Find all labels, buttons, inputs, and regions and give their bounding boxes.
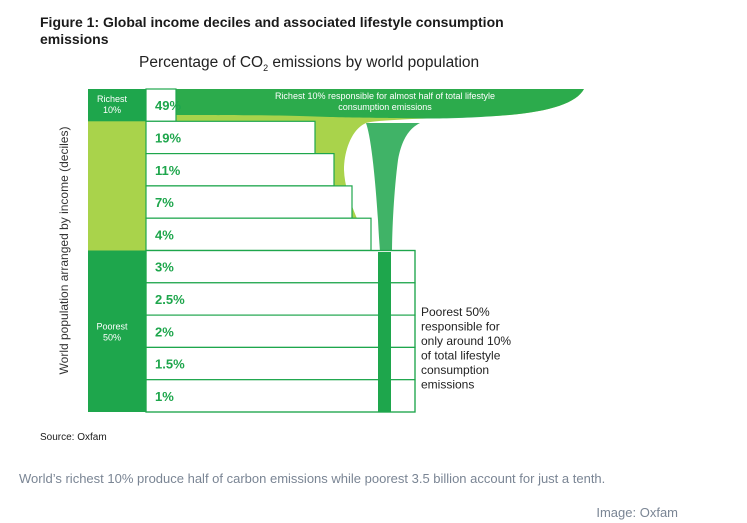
bar-decile-5: [145, 249, 416, 284]
data-label: 3%: [155, 260, 174, 275]
annotation-poorest-line-1: Poorest 50%: [421, 305, 490, 319]
annotation-poorest-line-2: responsible for: [421, 320, 500, 334]
data-label: 1.5%: [155, 357, 185, 372]
image-credit: Image: Oxfam: [596, 505, 678, 520]
richest-10-cell: [88, 89, 146, 122]
chart-title-subscript: 2: [263, 63, 269, 74]
annotation-poorest-line-5: consumption: [421, 363, 489, 377]
chart-source: Source: Oxfam: [40, 432, 107, 443]
chart-title-rest: emissions by world population: [268, 54, 480, 71]
figure-title: Figure 1: Global income deciles and asso…: [40, 14, 504, 47]
group-label-richest-line-1: Richest: [97, 94, 128, 104]
bar-decile-9: [145, 120, 316, 155]
bar-decile-3: [145, 314, 416, 349]
data-label: 19%: [155, 130, 181, 145]
data-label: 1%: [155, 389, 174, 404]
bar-decile-4: [145, 282, 416, 316]
data-label: 11%: [155, 163, 181, 178]
funnel-stem-front: [378, 252, 391, 412]
annotation-poorest-line-3: only around 10%: [421, 334, 511, 348]
bar-decile-6: [145, 217, 372, 252]
chart-title: Percentage of CO2 emissions by world pop…: [139, 54, 479, 73]
image-caption: World’s richest 10% produce half of carb…: [19, 471, 606, 486]
group-label-richest-line-2: 10%: [103, 105, 121, 115]
bar-decile-1: [145, 379, 416, 413]
data-label: 2.5%: [155, 292, 185, 307]
bar-decile-8: [145, 153, 335, 187]
poorest-group-column: [88, 250, 146, 412]
annotation-poorest-line-4: of total lifestyle: [421, 349, 501, 363]
data-label: 49%: [155, 98, 181, 113]
funnel-neck: [366, 123, 420, 252]
group-label-poorest-line-2: 50%: [103, 332, 121, 342]
annotation-richest-line-2: consumption emissions: [338, 102, 432, 112]
annotation-richest-line-1: Richest 10% responsible for almost half …: [275, 91, 495, 101]
data-label: 4%: [155, 227, 174, 242]
data-label: 2%: [155, 324, 174, 339]
y-axis-label: World population arranged by income (dec…: [57, 127, 71, 375]
poorest-bracket-box: [145, 249, 416, 413]
bar-decile-2: [145, 346, 416, 381]
bar-decile-7: [145, 185, 353, 219]
group-label-poorest-line-1: Poorest: [96, 321, 128, 331]
data-label: 7%: [155, 195, 174, 210]
annotation-poorest-line-6: emissions: [421, 378, 474, 392]
funnel-top-band: [176, 89, 584, 119]
chart-title-main: Percentage of CO: [139, 54, 264, 71]
